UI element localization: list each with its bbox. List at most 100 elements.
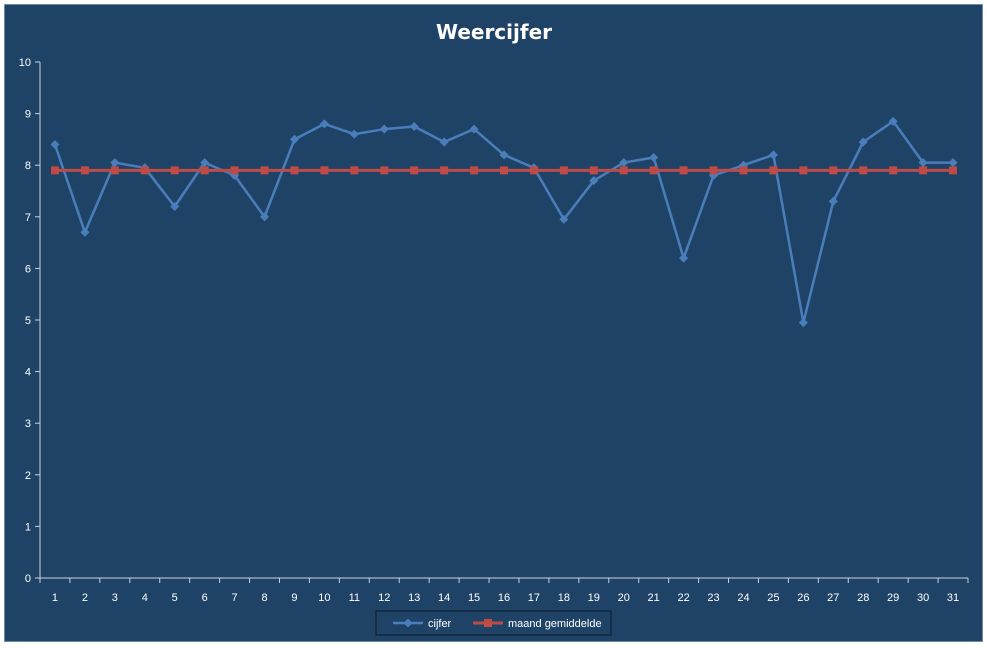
data-point [649,166,658,175]
y-tick-label: 0 [25,573,31,585]
data-point [80,166,89,175]
data-point [350,166,359,175]
legend-box [375,610,612,636]
data-point [500,166,508,175]
data-point [260,166,269,175]
data-point [619,166,628,175]
x-tick-label: 21 [648,592,660,604]
x-tick-label: 22 [677,592,689,604]
data-point [290,166,299,175]
x-tick-label: 15 [468,592,480,604]
x-tick-label: 19 [588,592,600,604]
data-point [888,116,898,126]
data-point [110,158,120,168]
x-tick-label: 28 [857,592,869,604]
data-point [559,166,568,175]
data-point [799,166,808,175]
y-tick-label: 8 [25,160,31,172]
data-point [889,166,898,175]
data-point [919,166,928,175]
data-point [440,166,449,175]
data-point [769,166,778,175]
x-tick-label: 7 [232,592,238,604]
data-point [50,166,59,175]
x-tick-label: 31 [947,592,959,604]
data-point [110,166,119,175]
data-point [828,196,838,206]
data-point [289,134,299,144]
x-tick-label: 11 [349,592,360,604]
data-point [320,166,329,175]
data-point [859,166,868,175]
data-point [589,176,599,186]
y-tick-label: 10 [19,57,31,69]
legend-swatch-marker [403,618,413,628]
x-tick-label: 10 [318,592,330,604]
legend: cijfer maand gemiddelde [375,610,612,636]
x-tick-label: 6 [202,592,208,604]
y-tick-label: 9 [25,109,31,121]
chart-area: Weercijfer 0 1 2 3 4 5 6 7 8 9 10 1 2 3 4 5 6 7 8 9 10 11 12 13… [4,4,983,642]
x-tick-label: 30 [917,592,929,604]
data-point [709,166,718,175]
series-maand-gemiddelde [50,166,958,175]
legend-label: cijfer [428,618,452,630]
data-point [380,166,389,175]
data-point [409,122,419,131]
data-point [858,137,868,147]
data-point [200,158,210,168]
data-point [410,166,419,175]
data-point [918,158,928,168]
x-tick-label: 27 [827,592,839,604]
data-point [948,158,958,168]
chart-title: Weercijfer [436,20,552,44]
x-tick-label: 16 [498,592,510,604]
data-point [798,318,808,328]
data-point [379,124,389,134]
data-point [80,227,90,237]
x-tick-label: 5 [172,592,178,604]
x-tick-label: 24 [737,592,749,604]
y-tick-label: 7 [25,212,31,224]
data-point [469,124,479,134]
x-tick-label: 18 [558,592,570,604]
x-tick-label: 17 [528,592,540,604]
x-tick-label: 23 [707,592,719,604]
data-point [319,119,329,129]
x-tick-label: 4 [142,592,148,604]
x-tick-label: 2 [82,592,88,604]
data-point [559,214,569,224]
x-tick-label: 13 [408,592,420,604]
x-tick-label: 26 [797,592,809,604]
data-point [470,166,479,175]
data-point [499,150,509,160]
y-tick-label: 3 [25,418,31,430]
data-point [679,166,688,175]
series-cijfer [50,116,958,328]
data-point [649,152,659,162]
x-tick-label: 3 [112,592,118,604]
y-tick-label: 6 [25,263,31,275]
data-point [170,201,180,211]
x-tick-label: 1 [52,592,58,604]
x-tick-label: 25 [767,592,779,604]
y-tick-label: 2 [25,470,31,482]
series-layer [50,116,958,328]
data-point [829,166,838,175]
data-point [50,140,60,150]
data-point [589,166,598,175]
data-point [439,137,449,147]
x-tick-label: 20 [618,592,630,604]
data-point [619,158,629,168]
legend-swatch-marker [484,619,492,627]
y-tick-label: 4 [25,367,31,379]
data-point [949,166,958,175]
data-point [140,166,149,175]
data-point [768,150,778,160]
x-tick-label: 14 [438,592,450,604]
y-tick-label: 5 [25,315,31,327]
data-point [230,166,239,175]
x-tick-label: 9 [291,592,297,604]
